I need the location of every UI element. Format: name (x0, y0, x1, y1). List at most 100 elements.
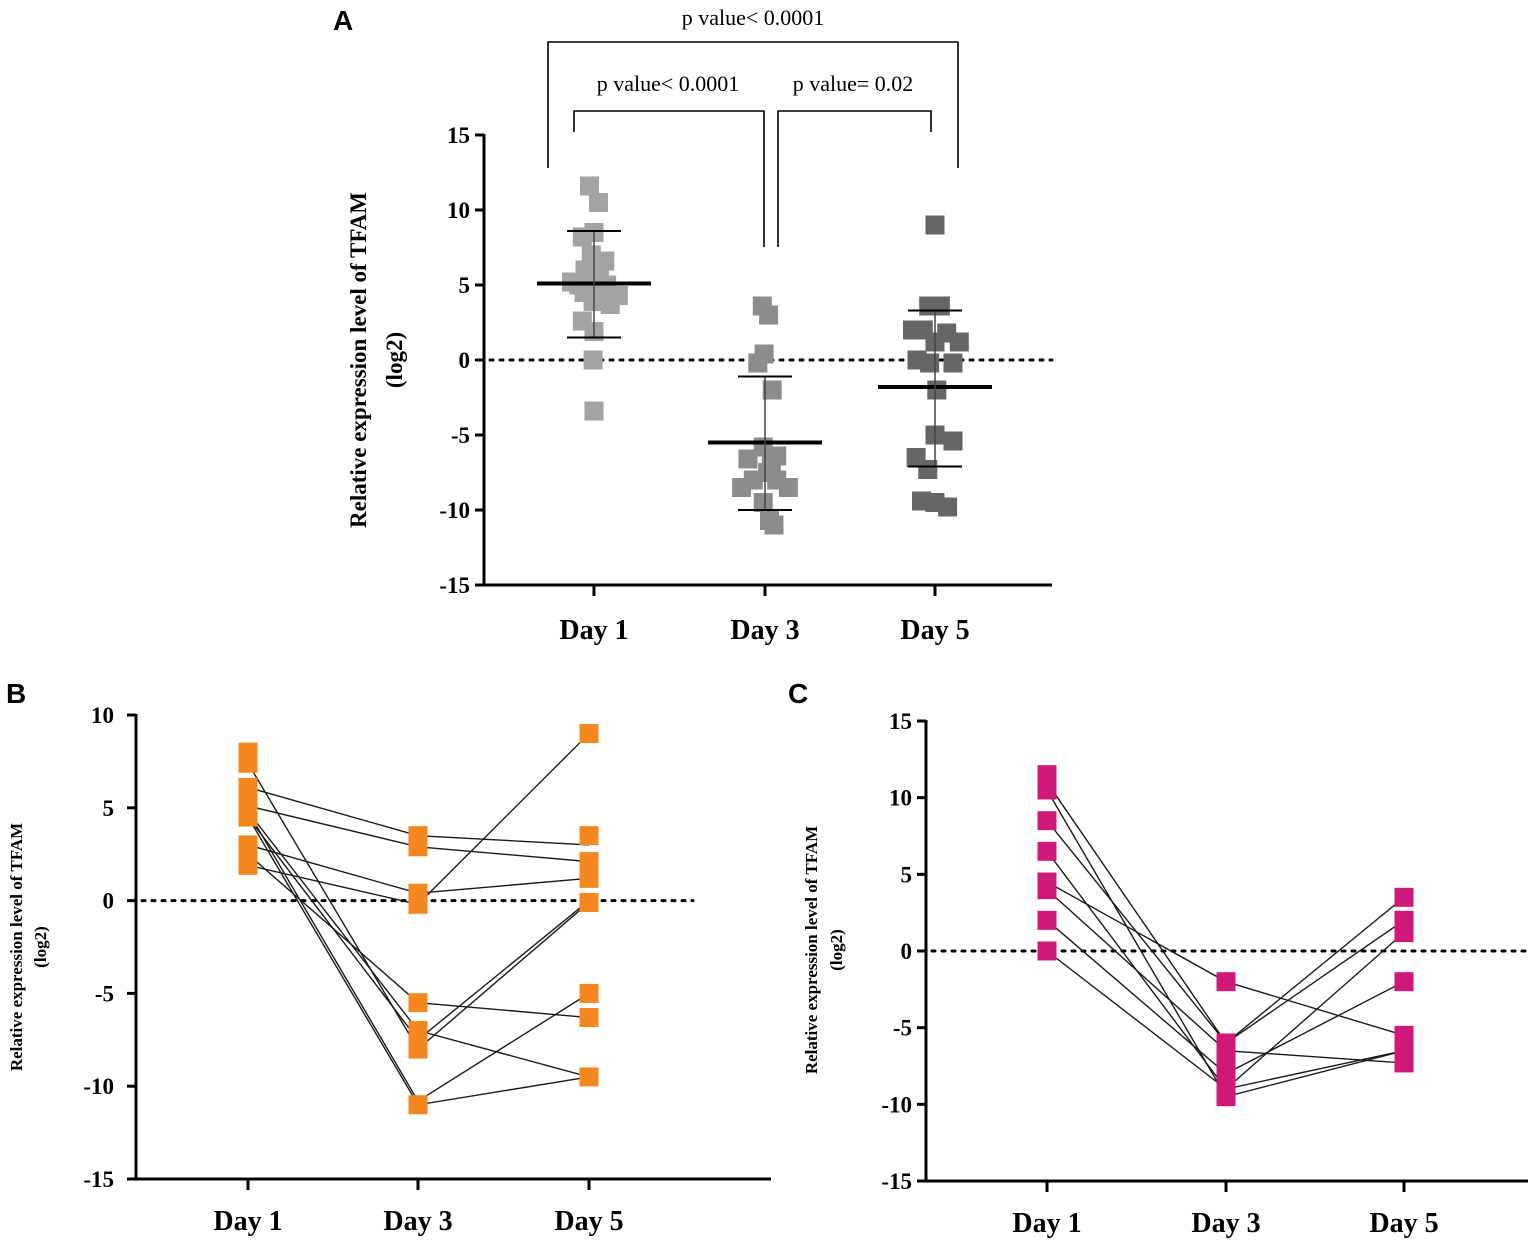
y-axis-label-a-unit: (log2) (382, 332, 407, 388)
panel-a-point-day-3-5 (762, 380, 782, 400)
panel-b-marker-day-5-2 (579, 826, 599, 846)
panel-c-marker-day-3-4 (1216, 1064, 1236, 1084)
panel-a-point-day-5-14 (943, 431, 963, 451)
panel-b-marker-day-3-8 (408, 1039, 428, 1059)
panel-b-marker-day-5-8 (579, 1067, 599, 1087)
panel-label-c: C (788, 678, 808, 709)
panel-c-y-tick-label-5: 5 (901, 862, 913, 887)
panel-a-point-day-1-1 (580, 176, 599, 196)
panel-b-marker-day-5-1 (579, 724, 599, 744)
panel-b-marker-day-5-6 (579, 983, 599, 1003)
panel-b-marker-day-3-4 (408, 894, 428, 914)
panel-b-category-label-day-1: Day 1 (213, 1206, 282, 1237)
panel-c-marker-day-1-1 (1037, 765, 1057, 785)
panel-a-point-day-5-12 (927, 380, 947, 400)
panel-a-bracket-day-3-day-5 (777, 110, 932, 247)
panel-c-paired-lines: Relative expression level of TFAM (log2)… (802, 709, 1530, 1239)
panel-b-marker-day-1-2 (238, 753, 258, 773)
panel-b-category-label-day-5: Day 5 (554, 1206, 623, 1237)
y-axis-label-c: Relative expression level of TFAM (802, 826, 821, 1074)
panel-a-category-label-day-3: Day 3 (730, 615, 799, 646)
panel-a-point-day-3-14 (778, 478, 798, 497)
p-value-day1-day3: p value< 0.0001 (597, 71, 740, 96)
panel-a-y-tick-label-0: 0 (459, 348, 471, 373)
panel-a-point-day-1-21 (584, 401, 604, 421)
panel-c-marker-day-5-1 (1394, 887, 1414, 907)
panel-a-y-tick-label--5: -5 (451, 423, 470, 448)
panel-c-marker-day-3-2 (1216, 1033, 1236, 1053)
panel-c-marker-day-1-4 (1037, 841, 1057, 861)
panel-b-y-tick-label-10: 10 (91, 703, 114, 728)
panel-a-point-day-5-7 (949, 332, 969, 352)
panel-b-paired-lines: Relative expression level of TFAM (log2)… (7, 703, 771, 1237)
panel-c-y-tick-label-10: 10 (889, 786, 912, 811)
panel-c-category-label-day-5: Day 5 (1369, 1208, 1438, 1239)
p-value-day3-day5: p value= 0.02 (793, 71, 914, 96)
panel-c-marker-day-1-6 (1037, 880, 1057, 900)
panel-c-category-label-day-1: Day 1 (1012, 1208, 1081, 1239)
panel-a-point-day-5-3 (930, 296, 950, 316)
panel-c-y-tick-label-0: 0 (901, 939, 913, 964)
panel-a-point-day-5-1 (925, 215, 945, 235)
panel-b-marker-day-1-9 (238, 855, 258, 875)
panel-c-subject-line-5 (1046, 881, 1405, 1037)
panel-a-point-day-1-16 (583, 292, 603, 311)
panel-b-marker-day-1-6 (238, 807, 258, 827)
panel-a-point-day-5-11 (943, 353, 963, 373)
panel-a-point-day-1-17 (600, 295, 620, 314)
panel-c-marker-day-1-2 (1037, 780, 1057, 800)
panel-c-subject-line-1 (1046, 781, 1405, 1045)
panel-b-marker-day-3-9 (408, 1095, 428, 1115)
panel-b-marker-day-5-4 (579, 868, 599, 888)
panel-c-marker-day-3-1 (1216, 972, 1236, 992)
panel-b-y-tick-label--15: -15 (83, 1167, 114, 1192)
panel-c-marker-day-1-8 (1037, 941, 1057, 961)
panel-c-category-label-day-3: Day 3 (1191, 1208, 1260, 1239)
panel-b-marker-day-1-3 (238, 777, 258, 797)
panel-a-point-day-5-10 (920, 353, 940, 373)
panel-c-marker-day-3-3 (1216, 1048, 1236, 1068)
panel-b-subject-line-7 (247, 853, 590, 1019)
y-axis-label-b: Relative expression level of TFAM (7, 823, 26, 1071)
panel-a-y-tick-label--10: -10 (439, 498, 470, 523)
panel-c-marker-day-1-7 (1037, 910, 1057, 930)
y-axis-label-a: Relative expression level of TFAM (346, 192, 371, 528)
p-value-day1-day5: p value< 0.0001 (682, 5, 825, 30)
panel-b-y-tick-label-0: 0 (103, 889, 115, 914)
panel-a-y-tick-label-5: 5 (459, 273, 471, 298)
panel-a-y-tick-label--15: -15 (439, 573, 470, 598)
panel-a-category-label-day-1: Day 1 (559, 615, 628, 646)
panel-a-category-label-day-5: Day 5 (900, 615, 969, 646)
panel-a-y-tick-label-10: 10 (447, 198, 470, 223)
panel-c-marker-day-5-4 (1394, 972, 1414, 992)
panel-a-point-day-5-16 (918, 460, 938, 479)
panel-c-marker-day-3-6 (1216, 1087, 1236, 1107)
panel-c-y-tick-label--5: -5 (893, 1016, 912, 1041)
panel-a-point-day-3-17 (764, 515, 784, 535)
panel-c-y-tick-label--15: -15 (881, 1169, 912, 1194)
panel-a-scatter: p value< 0.0001 p value< 0.0001 p value=… (346, 5, 1054, 646)
panel-b-category-label-day-3: Day 3 (383, 1206, 452, 1237)
panel-a-y-tick-label-15: 15 (447, 123, 470, 148)
panel-a-point-day-3-2 (759, 305, 779, 325)
panel-label-a: A (333, 5, 353, 36)
panel-b-y-tick-label-5: 5 (103, 796, 115, 821)
panel-b-marker-day-5-7 (579, 1008, 599, 1028)
panel-label-b: B (6, 678, 26, 709)
panel-a-point-day-3-4 (748, 353, 768, 373)
y-axis-label-c-unit: (log2) (827, 929, 846, 971)
panel-a-point-day-1-20 (583, 350, 603, 370)
panel-c-marker-day-5-5 (1394, 1025, 1414, 1045)
y-axis-label-b-unit: (log2) (31, 926, 50, 968)
panel-b-marker-day-5-3 (579, 852, 599, 872)
panel-b-y-tick-label--10: -10 (83, 1074, 114, 1099)
panel-b-marker-day-3-2 (408, 837, 428, 857)
panel-a-point-day-5-19 (938, 497, 958, 517)
panel-b-subject-line-5 (247, 816, 590, 1106)
panel-b-marker-day-5-5 (579, 892, 599, 912)
panel-c-y-tick-label-15: 15 (889, 709, 912, 734)
panel-c-marker-day-5-7 (1394, 1053, 1414, 1073)
panel-a-point-day-1-2 (589, 193, 608, 212)
panel-c-y-tick-label--10: -10 (881, 1092, 912, 1117)
